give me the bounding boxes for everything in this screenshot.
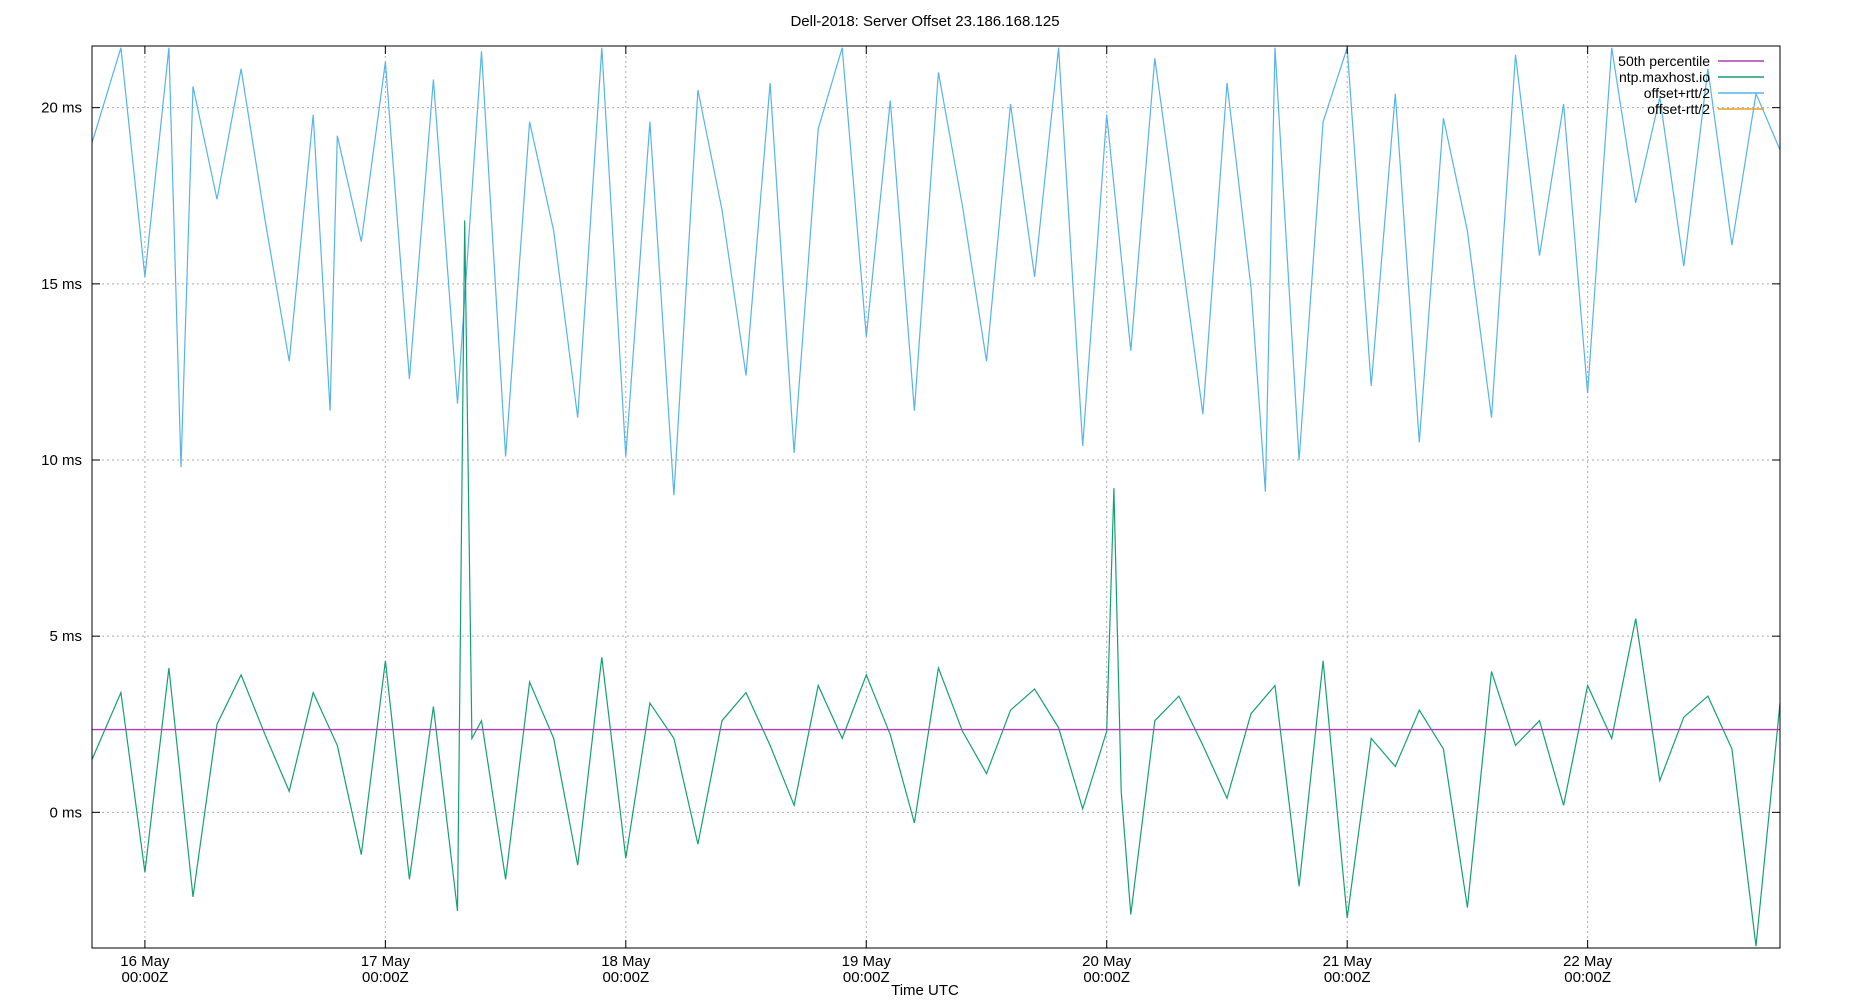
legend-label: offset+rtt/2	[1644, 85, 1710, 101]
x-axis-label: Time UTC	[891, 982, 959, 999]
x-tick-label: 18 May	[601, 953, 651, 970]
x-tick-label: 16 May	[120, 953, 170, 970]
x-tick-label: 19 May	[842, 953, 892, 970]
legend-label: offset-rtt/2	[1647, 101, 1710, 117]
series-line-2	[92, 47, 1780, 496]
legend: 50th percentilentp.maxhost.iooffset+rtt/…	[1618, 53, 1764, 117]
x-tick-label: 00:00Z	[362, 969, 409, 986]
y-tick-label: 0 ms	[49, 804, 82, 821]
x-tick-label: 00:00Z	[843, 969, 890, 986]
y-tick-label: 15 ms	[41, 276, 82, 293]
legend-label: 50th percentile	[1618, 53, 1710, 69]
x-tick-label: 00:00Z	[1564, 969, 1611, 986]
x-tick-label: 17 May	[361, 953, 411, 970]
x-tick-label: 00:00Z	[1324, 969, 1371, 986]
series-layer	[92, 47, 1780, 947]
x-tick-label: 21 May	[1323, 953, 1373, 970]
y-tick-label: 5 ms	[49, 628, 82, 645]
chart-title: Dell-2018: Server Offset 23.186.168.125	[790, 13, 1059, 30]
series-line-1	[92, 220, 1780, 947]
grid-lines	[92, 46, 1780, 948]
x-tick-label: 00:00Z	[122, 969, 169, 986]
x-tick-label: 00:00Z	[1083, 969, 1130, 986]
y-tick-label: 20 ms	[41, 100, 82, 117]
x-tick-label: 00:00Z	[602, 969, 649, 986]
plot-frame	[91, 45, 1781, 949]
x-tick-label: 20 May	[1082, 953, 1132, 970]
legend-label: ntp.maxhost.io	[1619, 69, 1710, 85]
x-tick-label: 22 May	[1563, 953, 1613, 970]
y-tick-label: 10 ms	[41, 452, 82, 469]
